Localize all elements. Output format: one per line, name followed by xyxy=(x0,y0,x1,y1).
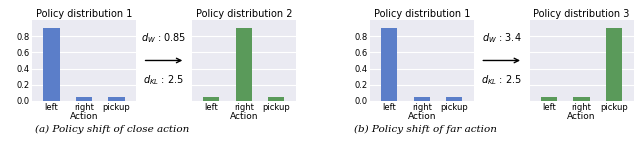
Bar xyxy=(573,97,589,101)
Text: $d_{KL}$ : 2.5: $d_{KL}$ : 2.5 xyxy=(481,73,522,87)
Title: Policy distribution 3: Policy distribution 3 xyxy=(533,9,630,19)
Bar xyxy=(541,97,557,101)
Bar xyxy=(236,28,252,101)
Bar xyxy=(268,97,285,101)
Bar xyxy=(204,97,220,101)
X-axis label: Action: Action xyxy=(230,112,258,121)
Bar xyxy=(108,97,125,101)
Bar xyxy=(606,28,622,101)
Title: Policy distribution 1: Policy distribution 1 xyxy=(36,9,132,19)
Text: (b) Policy shift of far action: (b) Policy shift of far action xyxy=(354,125,497,134)
Text: $d_W$ : 3.4: $d_W$ : 3.4 xyxy=(482,31,522,45)
Text: $d_{KL}$ : 2.5: $d_{KL}$ : 2.5 xyxy=(143,73,184,87)
Bar xyxy=(76,97,92,101)
Bar xyxy=(44,28,60,101)
X-axis label: Action: Action xyxy=(408,112,436,121)
Title: Policy distribution 1: Policy distribution 1 xyxy=(374,9,470,19)
X-axis label: Action: Action xyxy=(70,112,99,121)
X-axis label: Action: Action xyxy=(567,112,596,121)
Title: Policy distribution 2: Policy distribution 2 xyxy=(196,9,292,19)
Text: (a) Policy shift of close action: (a) Policy shift of close action xyxy=(35,125,189,134)
Text: $d_W$ : 0.85: $d_W$ : 0.85 xyxy=(141,31,187,45)
Bar xyxy=(413,97,430,101)
Bar xyxy=(446,97,462,101)
Bar xyxy=(381,28,397,101)
